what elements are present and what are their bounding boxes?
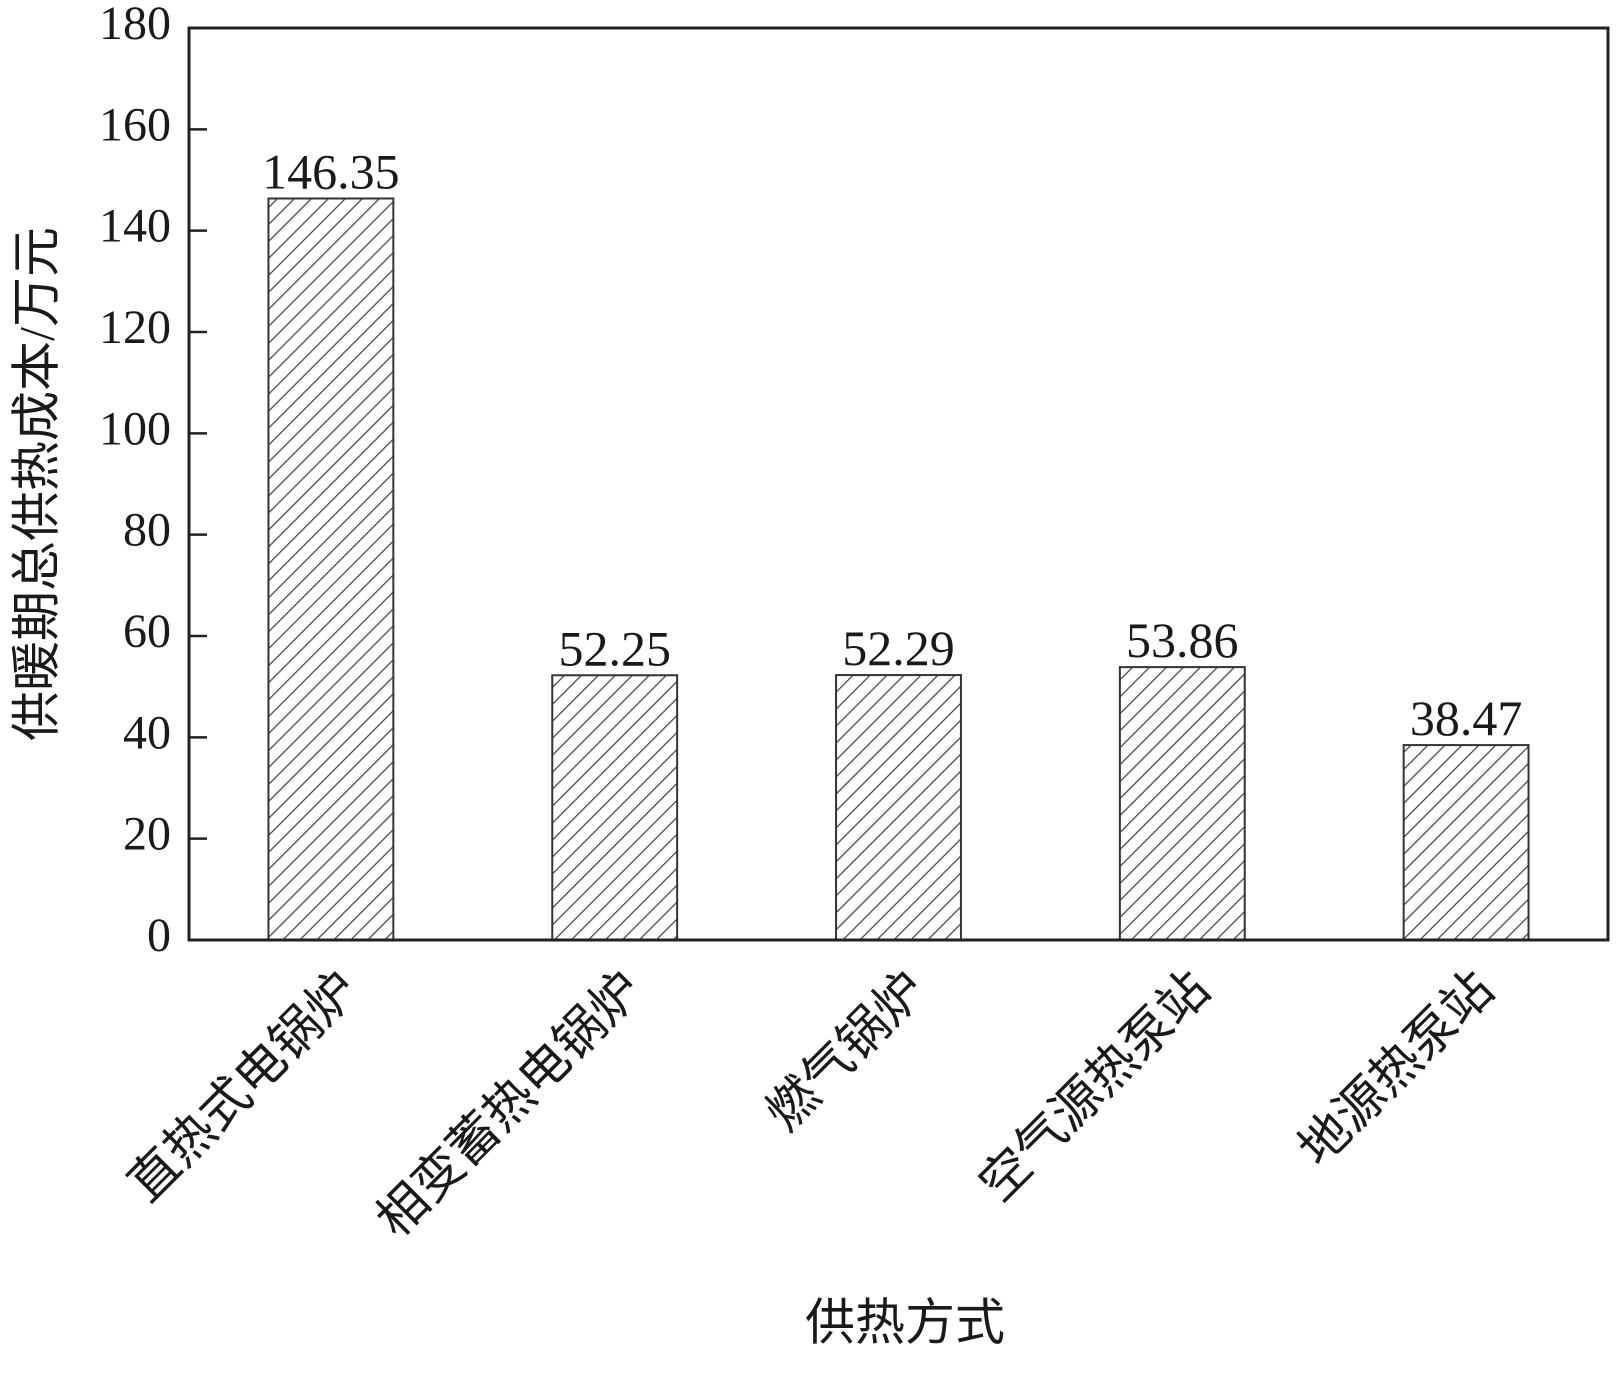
y-tick-label: 20 (123, 808, 171, 861)
x-tick-label: 直热式电锅炉 (117, 960, 369, 1212)
y-axis-label: 供暖期总供热成本/万元 (8, 227, 64, 741)
bar (835, 674, 962, 942)
y-tick-label: 100 (99, 402, 171, 455)
value-label: 53.86 (1126, 612, 1239, 668)
x-tick-label: 相变蓄热电锅炉 (366, 960, 653, 1247)
y-tick-label: 60 (123, 605, 171, 658)
y-tick-label: 160 (99, 98, 171, 151)
y-tick-label: 140 (99, 200, 171, 253)
bar (1118, 666, 1246, 941)
bar (267, 197, 395, 941)
y-tick-label: 0 (147, 909, 171, 962)
value-label: 38.47 (1410, 690, 1523, 746)
value-label: 146.35 (262, 143, 400, 199)
bar (551, 674, 679, 941)
y-tick-label: 40 (123, 706, 171, 759)
y-tick-label: 180 (99, 0, 171, 50)
value-label: 52.29 (842, 620, 955, 676)
x-tick-label: 燃气锅炉 (755, 960, 936, 1141)
plot-frame (187, 26, 1610, 942)
x-axis-label: 供热方式 (805, 1294, 1005, 1350)
y-tick-label: 120 (99, 301, 171, 354)
y-tick-label: 80 (123, 504, 171, 557)
value-label: 52.25 (558, 620, 671, 676)
bar (1402, 744, 1530, 941)
x-tick-label: 空气源热泵站 (968, 960, 1220, 1212)
x-tick-label: 地源热泵站 (1288, 960, 1504, 1176)
